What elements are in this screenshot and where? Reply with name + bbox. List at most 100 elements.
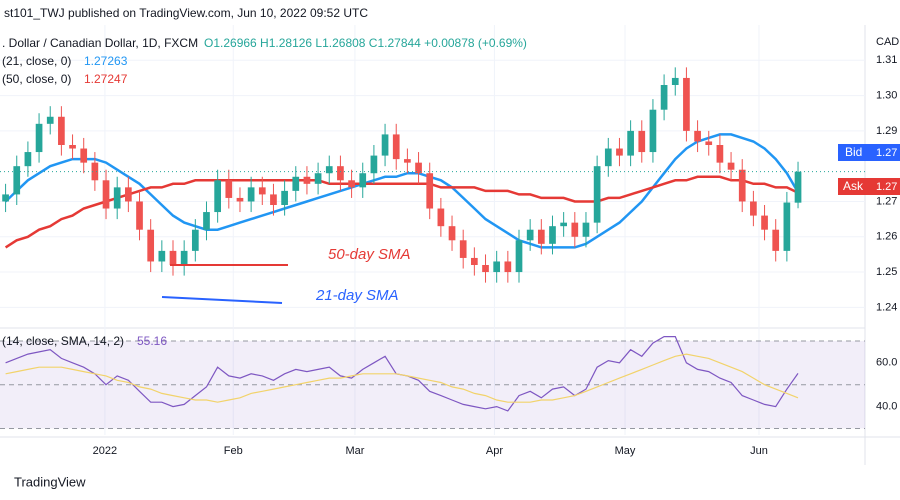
rsi-legend-value: 55.16 <box>137 334 167 348</box>
candle-body <box>794 171 802 203</box>
candle-body <box>325 166 333 174</box>
candle-body <box>504 261 512 273</box>
ask-name: Ask <box>843 179 864 193</box>
candle-body <box>649 109 657 153</box>
candle-body <box>24 152 32 167</box>
symbol: . Dollar / Canadian Dollar, 1D, FXCM <box>2 36 198 50</box>
candle-body <box>415 162 422 174</box>
candle-body <box>270 194 277 205</box>
header-bg <box>0 0 900 24</box>
candle-body <box>370 155 378 174</box>
rsi-tick-label: 60.0 <box>876 357 897 369</box>
y-tick-label: 1.31 <box>876 54 897 66</box>
x-tick-label: Jun <box>750 445 768 457</box>
currency: CAD <box>876 36 899 48</box>
candle-body <box>13 166 21 195</box>
candle-body <box>147 229 155 262</box>
candle-body <box>169 250 177 265</box>
candle-body <box>660 85 668 110</box>
candle-body <box>258 187 266 195</box>
annotation: 50-day SMA <box>328 246 411 263</box>
candle-body <box>426 173 434 209</box>
candle-body <box>2 194 9 202</box>
candle-body <box>526 229 534 241</box>
candle-body <box>348 180 355 188</box>
candle-body <box>683 77 690 131</box>
y-tick-label: 1.27 <box>876 195 897 207</box>
candle-body <box>136 201 143 230</box>
candle-body <box>314 173 322 184</box>
candle-body <box>247 187 255 202</box>
candle-body <box>448 226 456 241</box>
candle-body <box>191 229 199 251</box>
candle-body <box>582 222 590 237</box>
candle-body <box>203 212 210 230</box>
candle-body <box>58 116 65 145</box>
candle-body <box>225 180 233 198</box>
candle-body <box>593 166 601 223</box>
candle-body <box>381 134 389 156</box>
rsi-line <box>5 353 799 403</box>
candle-body <box>180 250 188 265</box>
candle-body <box>515 240 523 273</box>
candle-body <box>638 130 646 153</box>
candle-body <box>125 187 132 202</box>
bid-label: 1.27 <box>876 147 897 159</box>
ask-label: 1.27 <box>876 181 897 193</box>
candle-body <box>459 240 467 258</box>
candle-body <box>750 201 757 216</box>
candle-body <box>738 169 746 202</box>
bid-box <box>838 144 900 161</box>
candle-body <box>627 130 634 156</box>
candle-body <box>549 226 556 244</box>
candle-body <box>69 145 76 149</box>
ask-box <box>838 178 900 195</box>
candle-body <box>493 261 501 273</box>
header: st101_TWJ published on TradingView.com, … <box>4 6 368 20</box>
candle-body <box>359 173 367 188</box>
annotation: 21-day SMA <box>315 287 399 304</box>
ohlc: O1.26966 H1.28126 L1.26808 C1.27844 +0.0… <box>204 36 527 50</box>
candle-body <box>236 197 244 202</box>
candle-body <box>694 130 701 142</box>
legend-value: 1.27247 <box>84 72 128 86</box>
plot <box>0 25 865 435</box>
legend-name: (50, close, 0) <box>2 72 71 86</box>
drawn-line <box>161 296 283 304</box>
candle-body <box>392 134 400 160</box>
candle-body <box>158 250 166 262</box>
candle-body <box>91 162 99 181</box>
x-tick-label: Apr <box>486 445 503 457</box>
y-tick-label: 1.24 <box>876 301 897 313</box>
axis: 2022 Feb Mar Apr May Jun 1.24 1.25 1.26 1.27 1.29 1… <box>93 54 898 457</box>
candle-body <box>560 222 567 227</box>
candle-body <box>671 77 679 85</box>
rsi-tick-label: 40.0 <box>876 400 897 412</box>
candle-body <box>727 162 735 170</box>
price-axis-bg <box>866 25 900 435</box>
candle-body <box>303 176 311 184</box>
y-tick-label: 1.25 <box>876 266 897 278</box>
footer-bg <box>0 466 900 500</box>
candle-body <box>616 148 623 156</box>
bid-name: Bid <box>845 145 862 159</box>
x-tick-label: May <box>615 445 636 457</box>
legend-name: (21, close, 0) <box>2 54 71 68</box>
candle-body <box>482 265 489 273</box>
candle-body <box>716 145 724 163</box>
sma-line <box>4 175 799 249</box>
candle-body <box>214 180 221 213</box>
y-tick-label: 1.26 <box>876 231 897 243</box>
candle-body <box>761 215 768 230</box>
candle-body <box>437 208 445 227</box>
x-tick-label: Mar <box>345 445 364 457</box>
candle-body <box>783 202 791 251</box>
legend-value: 1.27263 <box>84 54 128 68</box>
candle-body <box>113 187 121 209</box>
x-tick-label: Feb <box>224 445 243 457</box>
rsi-legend-name: (14, close, SMA, 14, 2) <box>2 334 124 348</box>
candle-body <box>80 148 88 163</box>
y-tick-label: 1.29 <box>876 125 897 137</box>
